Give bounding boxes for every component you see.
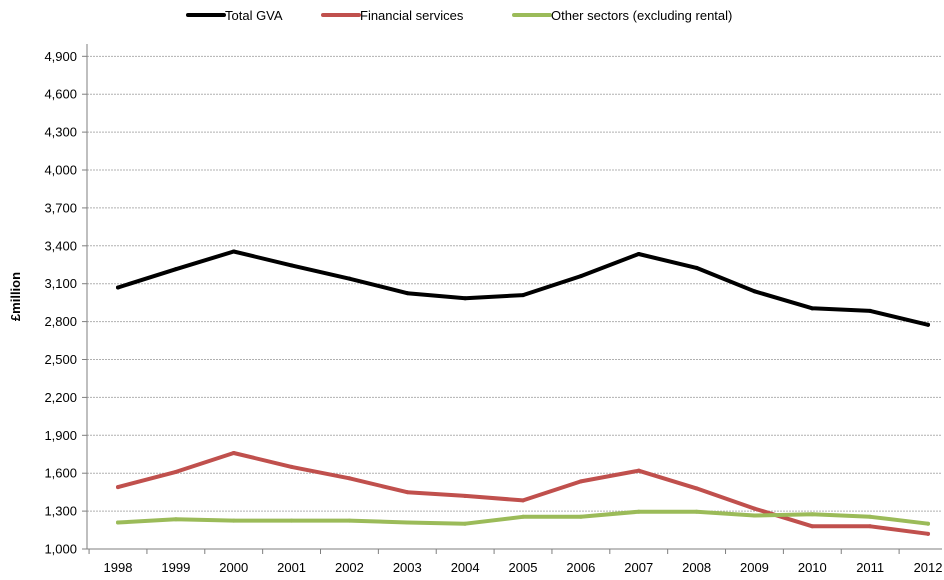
x-tick-label: 1999	[161, 560, 190, 575]
data-point	[926, 521, 931, 526]
y-tick-label: 3,100	[44, 276, 77, 291]
y-tick-label: 4,300	[44, 125, 77, 140]
data-point	[636, 252, 641, 257]
y-tick-label: 4,600	[44, 87, 77, 102]
data-point	[752, 513, 757, 518]
data-point	[636, 509, 641, 514]
y-tick-label: 1,000	[44, 542, 77, 557]
data-point	[173, 267, 178, 272]
x-tick-label: 2010	[798, 560, 827, 575]
data-point	[694, 509, 699, 514]
data-point	[463, 493, 468, 498]
data-point	[578, 274, 583, 279]
axes	[86, 44, 942, 550]
data-point	[521, 514, 526, 519]
data-point	[521, 498, 526, 503]
x-axis-ticks: 1998 1999 2000 2001 2002 2003 2004 2005 2006 2007…	[88, 549, 943, 575]
legend: Total GVA Financial services Other sectors…	[186, 8, 732, 23]
x-tick-label: 2001	[277, 560, 306, 575]
data-point	[289, 263, 294, 268]
y-tick-label: 4,900	[44, 49, 77, 64]
data-point	[926, 531, 931, 536]
x-tick-label: 2006	[566, 560, 595, 575]
data-point	[694, 265, 699, 270]
y-tick-label: 1,600	[44, 466, 77, 481]
data-point	[463, 521, 468, 526]
y-axis-ticks: 1,000 1,300 1,600 1,900 2,200 2,500 2,800 3,100…	[44, 49, 87, 557]
x-tick-label: 2012	[914, 560, 943, 575]
data-point	[694, 486, 699, 491]
x-tick-label: 2005	[509, 560, 538, 575]
data-point	[810, 524, 815, 529]
series-lines	[116, 249, 931, 536]
data-point	[289, 464, 294, 469]
series-1	[116, 249, 931, 327]
data-point	[231, 518, 236, 523]
x-tick-label: 2009	[740, 560, 769, 575]
data-point	[868, 524, 873, 529]
data-point	[116, 485, 120, 490]
data-point	[810, 512, 815, 517]
data-point	[405, 520, 410, 525]
data-point	[347, 276, 352, 281]
data-point	[347, 476, 352, 481]
legend-label: Total GVA	[225, 8, 283, 23]
data-point	[868, 308, 873, 313]
legend-label: Other sectors (excluding rental)	[551, 8, 732, 23]
y-tick-label: 4,000	[44, 163, 77, 178]
series-2	[116, 450, 931, 536]
data-point	[173, 469, 178, 474]
y-tick-label: 3,700	[44, 200, 77, 215]
legend-item: Total GVA	[186, 8, 283, 23]
x-tick-label: 1998	[104, 560, 133, 575]
data-point	[463, 296, 468, 301]
x-tick-label: 2002	[335, 560, 364, 575]
data-point	[578, 479, 583, 484]
data-point	[405, 291, 410, 296]
data-point	[173, 517, 178, 522]
y-tick-label: 3,400	[44, 238, 77, 253]
data-point	[116, 285, 120, 290]
series-line	[116, 249, 930, 327]
data-point	[116, 520, 120, 525]
legend-label: Financial services	[360, 8, 464, 23]
y-tick-label: 2,200	[44, 390, 77, 405]
y-axis-label: £million	[8, 272, 23, 321]
data-point	[752, 506, 757, 511]
series-3	[116, 509, 931, 526]
y-tick-label: 2,500	[44, 352, 77, 367]
data-point	[405, 490, 410, 495]
legend-item: Other sectors (excluding rental)	[512, 8, 732, 23]
x-tick-label: 2011	[856, 560, 884, 575]
x-tick-label: 2004	[451, 560, 480, 575]
y-tick-label: 1,900	[44, 428, 77, 443]
data-point	[289, 518, 294, 523]
legend-item: Financial services	[321, 8, 464, 23]
data-point	[347, 518, 352, 523]
data-point	[578, 514, 583, 519]
data-point	[231, 450, 236, 455]
data-point	[868, 514, 873, 519]
data-point	[810, 306, 815, 311]
data-point	[926, 322, 931, 327]
y-tick-label: 1,300	[44, 504, 77, 519]
data-point	[636, 468, 641, 473]
data-point	[752, 289, 757, 294]
y-tick-label: 2,800	[44, 314, 77, 329]
gridlines	[87, 55, 942, 512]
x-tick-label: 2007	[624, 560, 653, 575]
data-point	[521, 293, 526, 298]
x-tick-label: 2003	[393, 560, 422, 575]
data-point	[231, 249, 236, 254]
x-tick-label: 2000	[219, 560, 248, 575]
x-tick-label: 2008	[682, 560, 711, 575]
